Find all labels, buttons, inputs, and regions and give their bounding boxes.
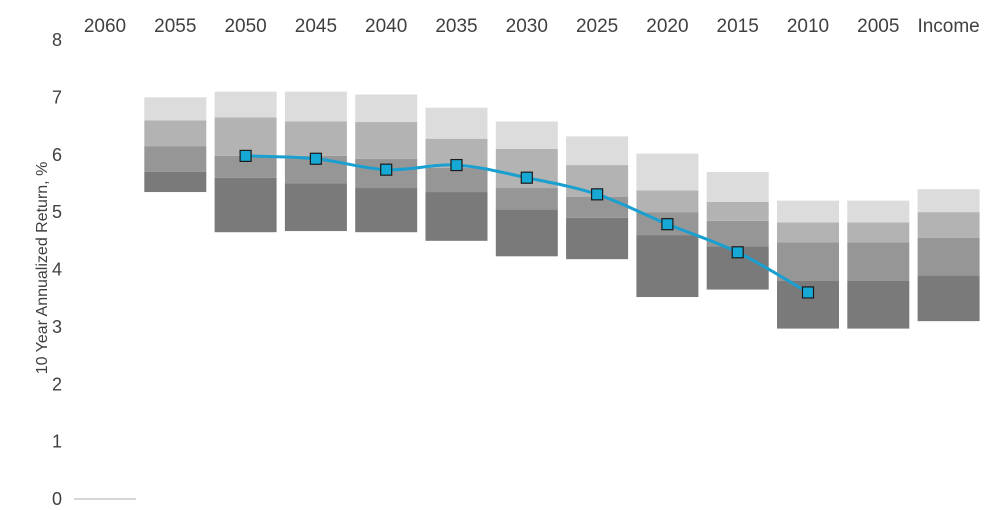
bar-segment [847,280,910,329]
bar-segment [636,190,699,213]
category-labels: 2060 2055 2050 2045 2040 2035 2030 2025 2020 2015… [84,16,980,37]
bar-segment [917,237,980,276]
category-label: 2040 [365,16,407,37]
bar-segment [777,222,839,243]
bar-segment [355,122,418,159]
bar-segment [636,153,699,191]
series-point [239,149,252,162]
y-tick-label: 5 [52,202,62,222]
empty-bar-baseline [74,498,136,500]
y-tick-label: 8 [52,30,62,50]
y-tick-label: 3 [52,317,62,337]
y-tick-label: 7 [52,87,62,107]
bar-segment [636,235,699,298]
bar-segment [214,117,277,156]
bar-segment [214,91,277,118]
y-tick-label: 4 [52,260,62,280]
bar-segment [144,146,207,172]
y-tick-label: 0 [52,489,62,509]
category-label: 2020 [646,16,688,37]
category-label: 2010 [787,16,829,37]
series-point [661,218,674,231]
bar-segment [284,183,347,232]
bar-segment [425,192,488,241]
category-label: 2030 [506,16,548,37]
category-label: 2015 [717,16,759,37]
series-point [309,152,322,165]
bar-segment [355,94,418,123]
bar-segment [144,171,207,193]
bar-segment [706,201,769,221]
bars [74,91,980,500]
bar-segment [284,121,347,156]
category-label: 2045 [295,16,337,37]
bar-segment [355,188,418,233]
bar-segment [495,188,558,210]
category-label: 2055 [154,16,196,37]
series-point [801,286,815,299]
series-point [731,246,744,259]
bar-segment [917,275,980,322]
bar-segment [214,155,277,178]
bar-segment [495,209,558,257]
bar-segment [847,242,910,281]
bar-segment [847,200,910,223]
bar-segment [566,136,629,166]
bar-segment [566,217,629,260]
bar-segment [847,222,910,243]
bar-segment [706,171,769,202]
series-point [450,158,463,172]
category-label: 2025 [576,16,618,37]
series-point [590,188,604,201]
y-tick-label: 6 [52,145,62,165]
category-label: 2035 [435,16,477,37]
series-point [380,163,393,176]
category-label: 2050 [224,16,266,37]
bar-segment [284,91,347,122]
bar-segment [425,107,488,139]
category-label: 2005 [857,16,899,37]
bar-segment [425,167,488,193]
bar-segment [917,212,980,238]
bar-segment [495,121,558,150]
y-tick-label: 1 [52,432,62,452]
bar-segment [144,97,207,121]
category-label: Income [917,16,979,37]
category-label: 2060 [84,16,126,37]
bar-segment [214,177,277,233]
bar-segment [777,242,839,281]
bar-segment [777,200,839,223]
bar-segment [144,120,207,147]
bar-segment [917,189,980,213]
series-markers [239,149,815,299]
y-tick-label: 2 [52,374,62,394]
series-point [520,171,533,184]
y-axis-ticks: 0 1 2 3 4 5 6 7 8 [52,30,62,509]
bar-segment [566,196,629,218]
y-axis-title: 10 Year Annualized Return, % [34,162,51,375]
